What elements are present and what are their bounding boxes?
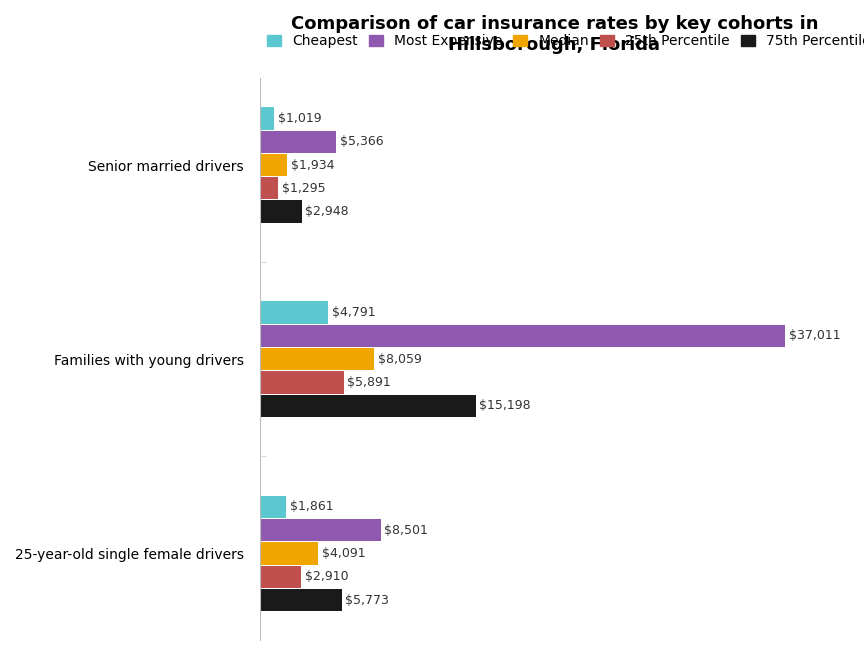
Text: $5,773: $5,773 <box>346 594 390 607</box>
Text: $5,891: $5,891 <box>347 376 391 389</box>
Bar <box>260 496 286 518</box>
Bar <box>260 131 336 153</box>
Text: $37,011: $37,011 <box>789 329 841 342</box>
Text: $1,861: $1,861 <box>290 501 334 514</box>
Bar <box>260 565 302 588</box>
Bar <box>260 177 278 199</box>
Text: $2,948: $2,948 <box>305 205 349 218</box>
Bar <box>260 201 302 223</box>
Text: $5,366: $5,366 <box>340 135 384 148</box>
Legend: Cheapest, Most Expensive, Median, 25th Percentile, 75th Percentile: Cheapest, Most Expensive, Median, 25th P… <box>267 34 864 48</box>
Bar <box>260 302 328 324</box>
Text: $2,910: $2,910 <box>305 570 348 583</box>
Text: $15,198: $15,198 <box>480 400 530 413</box>
Text: $4,091: $4,091 <box>321 547 365 560</box>
Bar <box>260 519 381 541</box>
Bar <box>260 348 374 371</box>
Text: $1,934: $1,934 <box>291 159 334 171</box>
Title: Comparison of car insurance rates by key cohorts in
Hillsborough, Florida: Comparison of car insurance rates by key… <box>291 15 818 54</box>
Bar <box>260 325 785 347</box>
Bar <box>260 543 318 565</box>
Text: $8,501: $8,501 <box>384 523 428 537</box>
Bar <box>260 107 275 129</box>
Bar <box>260 395 476 417</box>
Text: $4,791: $4,791 <box>332 306 375 319</box>
Bar <box>260 154 288 176</box>
Bar <box>260 371 344 394</box>
Text: $1,295: $1,295 <box>282 182 326 195</box>
Bar <box>260 589 342 611</box>
Text: $8,059: $8,059 <box>378 353 422 366</box>
Text: $1,019: $1,019 <box>278 112 321 125</box>
